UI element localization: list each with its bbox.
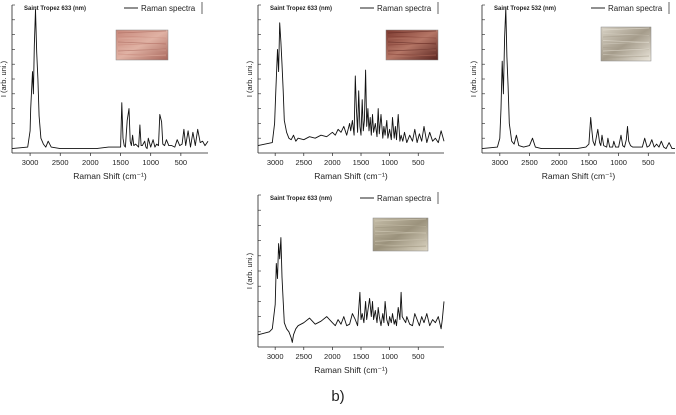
x-tick-label: 1500 — [581, 158, 598, 167]
sample-photo-texture — [602, 55, 650, 59]
x-tick-label: 3000 — [267, 352, 284, 361]
x-tick-label: 2500 — [52, 158, 69, 167]
sample-photo-texture — [602, 41, 650, 45]
x-tick-label: 1000 — [610, 158, 627, 167]
y-axis-label: I (arb. uni.) — [0, 60, 8, 97]
sample-photo-texture — [374, 238, 427, 242]
x-tick-label: 3000 — [491, 158, 508, 167]
x-tick-label: 500 — [412, 352, 425, 361]
y-axis-label: I (arb. uni.) — [469, 60, 478, 97]
sample-photo-texture — [117, 30, 167, 34]
y-axis-label: I (arb. uni.) — [245, 60, 254, 97]
x-tick-label: 2500 — [521, 158, 538, 167]
series-line-1 — [257, 22, 445, 147]
sample-photo-texture — [387, 54, 437, 58]
legend-label: Raman spectra — [608, 4, 663, 13]
series-line-1 — [257, 237, 445, 343]
x-tick-label: 1000 — [142, 158, 159, 167]
x-tick-label: 1000 — [381, 158, 398, 167]
sample-photo-texture — [374, 232, 427, 235]
x-axis-label: Raman Shift (cm⁻¹) — [314, 171, 388, 181]
sample-photo-texture — [374, 225, 427, 229]
sample-photo-texture — [387, 48, 437, 52]
chart-title: Saint Tropez 633 (nm) — [270, 196, 332, 202]
sample-photo-texture — [117, 36, 167, 40]
sample-photo-texture — [117, 48, 167, 52]
y-axis-label: I (arb. uni.) — [245, 252, 254, 289]
legend-label: Raman spectra — [141, 4, 196, 13]
x-tick-label: 500 — [642, 158, 655, 167]
sample-photo-texture — [602, 48, 650, 52]
chart-title: Saint Tropez 633 (nm) — [24, 6, 86, 12]
x-tick-label: 2000 — [324, 352, 341, 361]
sample-photo-texture — [387, 30, 437, 34]
x-tick-label: 2500 — [295, 158, 312, 167]
sample-photo-texture — [117, 54, 167, 58]
x-tick-label: 2000 — [551, 158, 568, 167]
chart-title: Saint Tropez 633 (nm) — [270, 6, 332, 12]
x-tick-label: 1000 — [381, 352, 398, 361]
legend-label: Raman spectra — [377, 4, 432, 13]
sample-photo-texture — [374, 218, 427, 222]
x-tick-label: 1500 — [353, 158, 370, 167]
chart-panel-4: 3000 2500 2000 1500 1000 500 Raman Shift (cm⁻¹… — [245, 192, 445, 375]
sample-photo-texture — [117, 42, 167, 46]
x-tick-label: 2000 — [324, 158, 341, 167]
x-tick-label: 500 — [412, 158, 425, 167]
x-tick-label: 1500 — [353, 352, 370, 361]
x-tick-label: 2000 — [82, 158, 99, 167]
sample-photo-texture — [602, 34, 650, 38]
sample-photo-texture — [387, 36, 437, 40]
chart-title: Saint Tropez 532 (nm) — [494, 6, 556, 12]
series-line-1 — [481, 7, 675, 150]
x-tick-label: 2500 — [295, 352, 312, 361]
legend-label: Raman spectra — [377, 194, 432, 203]
x-tick-label: 3000 — [267, 158, 284, 167]
figure-caption: b) — [331, 388, 345, 405]
x-axis-label: Raman Shift (cm⁻¹) — [542, 171, 616, 181]
series-line-1 — [11, 8, 209, 150]
x-axis-label: Raman Shift (cm⁻¹) — [73, 171, 147, 181]
chart-panel-1: 3000 2500 2000 1500 1000 500 Raman Shift (cm⁻¹… — [0, 2, 209, 181]
sample-photo-texture — [374, 245, 427, 249]
sample-photo-texture — [602, 27, 650, 31]
x-tick-label: 500 — [175, 158, 188, 167]
chart-panel-3: 3000 2500 2000 1500 1000 500 Raman Shift (cm⁻¹… — [469, 2, 675, 181]
chart-panel-2: 3000 2500 2000 1500 1000 500 Raman Shift (cm⁻¹… — [245, 2, 445, 181]
sample-photo-texture — [387, 42, 437, 46]
x-tick-label: 3000 — [22, 158, 39, 167]
x-tick-label: 1500 — [112, 158, 129, 167]
x-axis-label: Raman Shift (cm⁻¹) — [314, 365, 388, 375]
